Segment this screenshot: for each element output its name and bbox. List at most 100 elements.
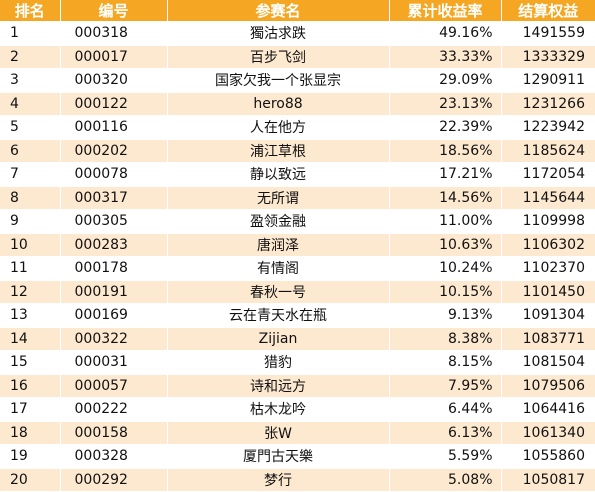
cell-name: 百步飞剑	[167, 45, 390, 69]
cell-rank: 2	[0, 45, 61, 69]
cell-code: 000057	[60, 374, 168, 398]
cell-rank: 5	[0, 115, 61, 140]
cell-code: 000122	[60, 92, 168, 116]
cell-equity: 1290911	[501, 68, 595, 93]
cell-return: 9.13%	[389, 303, 502, 328]
table-row: 20 000292 梦行 5.08% 1050817	[0, 468, 595, 492]
cell-return: 11.00%	[389, 209, 502, 234]
cell-return: 14.56%	[389, 186, 502, 210]
table-row: 13 000169 云在青天水在瓶 9.13% 1091304	[0, 303, 595, 328]
cell-code: 000202	[60, 139, 168, 163]
table-row: 6 000202 浦江草根 18.56% 1185624	[0, 139, 595, 163]
cell-equity: 1491559	[501, 21, 595, 46]
cell-code: 000292	[60, 468, 168, 492]
cell-rank: 3	[0, 68, 61, 93]
cell-equity: 1083771	[501, 327, 595, 351]
cell-code: 000318	[60, 21, 168, 46]
cell-equity: 1106302	[501, 233, 595, 257]
cell-name: 张W	[167, 421, 390, 445]
cell-equity: 1102370	[501, 256, 595, 281]
cell-equity: 1079506	[501, 374, 595, 398]
cell-name: Zijian	[167, 327, 390, 351]
cell-code: 000317	[60, 186, 168, 210]
table-row: 9 000305 盈领金融 11.00% 1109998	[0, 209, 595, 234]
cell-name: 厦門古天樂	[167, 444, 390, 469]
cell-name: 静以致远	[167, 162, 390, 187]
table-row: 18 000158 张W 6.13% 1061340	[0, 421, 595, 445]
cell-name: 枯木龙吟	[167, 397, 390, 422]
cell-rank: 4	[0, 92, 61, 116]
cell-code: 000017	[60, 45, 168, 69]
cell-rank: 6	[0, 139, 61, 163]
table-row: 2 000017 百步飞剑 33.33% 1333329	[0, 45, 595, 69]
cell-name: 春秋一号	[167, 280, 390, 304]
cell-code: 000328	[60, 444, 168, 469]
cell-code: 000191	[60, 280, 168, 304]
header-row: 排名 编号 参赛名 累计收益率 结算权益	[0, 0, 595, 22]
cell-return: 17.21%	[389, 162, 502, 187]
cell-rank: 11	[0, 256, 61, 281]
table-row: 12 000191 春秋一号 10.15% 1101450	[0, 280, 595, 304]
cell-name: 云在青天水在瓶	[167, 303, 390, 328]
cell-rank: 8	[0, 186, 61, 210]
table-row: 3 000320 国家欠我一个张显宗 29.09% 1290911	[0, 68, 595, 93]
cell-return: 29.09%	[389, 68, 502, 93]
table-row: 17 000222 枯木龙吟 6.44% 1064416	[0, 397, 595, 422]
cell-equity: 1185624	[501, 139, 595, 163]
cell-rank: 19	[0, 444, 61, 469]
cell-rank: 16	[0, 374, 61, 398]
cell-rank: 13	[0, 303, 61, 328]
cell-name: 诗和远方	[167, 374, 390, 398]
cell-code: 000116	[60, 115, 168, 140]
cell-code: 000158	[60, 421, 168, 445]
cell-equity: 1091304	[501, 303, 595, 328]
cell-rank: 10	[0, 233, 61, 257]
table-row: 7 000078 静以致远 17.21% 1172054	[0, 162, 595, 187]
table-row: 10 000283 唐润泽 10.63% 1106302	[0, 233, 595, 257]
cell-return: 5.08%	[389, 468, 502, 492]
cell-return: 10.24%	[389, 256, 502, 281]
cell-rank: 7	[0, 162, 61, 187]
cell-name: 无所谓	[167, 186, 390, 210]
cell-equity: 1223942	[501, 115, 595, 140]
cell-rank: 18	[0, 421, 61, 445]
cell-rank: 14	[0, 327, 61, 351]
cell-equity: 1231266	[501, 92, 595, 116]
table-row: 16 000057 诗和远方 7.95% 1079506	[0, 374, 595, 398]
cell-name: hero88	[167, 92, 390, 116]
cell-code: 000222	[60, 397, 168, 422]
cell-name: 国家欠我一个张显宗	[167, 68, 390, 93]
cell-equity: 1145644	[501, 186, 595, 210]
cell-equity: 1172054	[501, 162, 595, 187]
cell-code: 000078	[60, 162, 168, 187]
cell-return: 6.13%	[389, 421, 502, 445]
cell-name: 浦江草根	[167, 139, 390, 163]
cell-name: 盈领金融	[167, 209, 390, 234]
cell-code: 000178	[60, 256, 168, 281]
cell-rank: 17	[0, 397, 61, 422]
cell-return: 23.13%	[389, 92, 502, 116]
cell-return: 6.44%	[389, 397, 502, 422]
cell-equity: 1333329	[501, 45, 595, 69]
cell-equity: 1109998	[501, 209, 595, 234]
header-rank: 排名	[0, 0, 61, 22]
cell-name: 唐润泽	[167, 233, 390, 257]
cell-return: 8.15%	[389, 350, 502, 375]
cell-code: 000322	[60, 327, 168, 351]
cell-return: 10.63%	[389, 233, 502, 257]
cell-return: 8.38%	[389, 327, 502, 351]
cell-return: 49.16%	[389, 21, 502, 46]
cell-equity: 1064416	[501, 397, 595, 422]
cell-code: 000031	[60, 350, 168, 375]
cell-return: 7.95%	[389, 374, 502, 398]
table-row: 4 000122 hero88 23.13% 1231266	[0, 92, 595, 116]
cell-code: 000305	[60, 209, 168, 234]
cell-return: 10.15%	[389, 280, 502, 304]
cell-name: 人在他方	[167, 115, 390, 140]
table-row: 14 000322 Zijian 8.38% 1083771	[0, 327, 595, 351]
table-row: 1 000318 獨沽求跌 49.16% 1491559	[0, 21, 595, 46]
header-equity: 结算权益	[501, 0, 595, 22]
cell-name: 獨沽求跌	[167, 21, 390, 46]
table-row: 5 000116 人在他方 22.39% 1223942	[0, 115, 595, 140]
